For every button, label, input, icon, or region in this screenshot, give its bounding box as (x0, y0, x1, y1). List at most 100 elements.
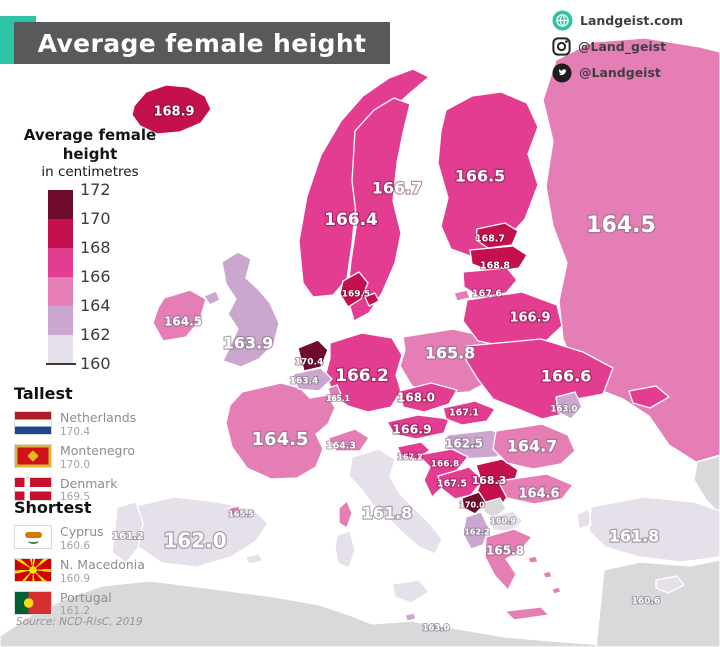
instagram-icon (552, 37, 571, 56)
social-links: Landgeist.com @Land_geist @Landgeist (552, 10, 712, 83)
value-label-turkey: 161.8 (609, 527, 660, 546)
value-label-luxembourg: 165.1 (326, 394, 350, 403)
country-name: Cyprus (60, 524, 104, 539)
legend-tick-172: 172 (80, 180, 111, 199)
value-label-russia: 164.5 (586, 213, 656, 238)
list-item: Denmark 169.5 (14, 475, 184, 504)
legend-swatch-2 (48, 248, 73, 277)
social-website: Landgeist.com (552, 10, 712, 31)
value-label-cyprus: 160.6 (632, 597, 660, 607)
country-denmark (339, 271, 380, 308)
value-label-hungary: 162.5 (445, 437, 483, 451)
country-andorra (228, 505, 242, 516)
value-label-uk: 163.9 (223, 334, 274, 353)
legend-tick-line (46, 363, 76, 365)
country-hungary (445, 429, 509, 460)
value-label-malta: 163.0 (423, 624, 450, 634)
legend-tick-170: 170 (80, 209, 111, 228)
country-romania (492, 423, 576, 470)
list-item: N. Macedonia 160.9 (14, 556, 184, 585)
legend-swatch-4 (48, 306, 73, 335)
netherlands-flag (14, 411, 52, 435)
twitter-label: @Landgeist (579, 65, 661, 80)
value-label-denmark: 169.5 (342, 290, 370, 300)
value-label-sweden: 166.7 (372, 179, 423, 198)
legend-title-line2: height (62, 144, 118, 163)
country-sweden (346, 97, 411, 322)
list-item: Portugal 161.2 (14, 589, 184, 617)
country-austria (386, 414, 450, 440)
country-name: Portugal (60, 589, 112, 605)
country-ireland (152, 289, 207, 342)
n-macedonia-flag (14, 557, 52, 582)
country-kosovo (482, 497, 507, 519)
country-montenegro (461, 491, 487, 515)
country-name: Denmark (60, 475, 118, 491)
legend-swatch-1 (48, 219, 73, 248)
globe-icon (552, 10, 573, 31)
country-corsica (338, 500, 353, 529)
value-label-andorra: 165.5 (228, 510, 254, 519)
value-label-norway: 166.4 (324, 210, 378, 230)
country-name: Netherlands (60, 410, 137, 425)
value-label-bosnia: 167.5 (437, 479, 467, 490)
denmark-flag (14, 476, 52, 501)
value-label-poland: 165.8 (425, 344, 476, 363)
legend-swatch-5 (48, 335, 73, 364)
country-bulgaria (497, 473, 574, 505)
country-caucasus (693, 455, 720, 515)
website-label: Landgeist.com (580, 13, 684, 28)
legend-ticks: 172 170 168 166 164 162 160 (46, 180, 124, 373)
value-label-italy: 161.8 (362, 504, 413, 523)
value-label-switzerland: 164.3 (326, 441, 356, 452)
country-luxembourg (327, 384, 342, 399)
cyprus-flag (14, 525, 52, 549)
country-value: 160.6 (60, 539, 91, 552)
value-label-croatia: 166.8 (431, 460, 459, 470)
portugal-flag (14, 590, 52, 615)
value-label-france: 164.5 (252, 429, 309, 450)
value-label-latvia: 168.8 (480, 261, 510, 272)
value-label-slovakia: 167.1 (449, 408, 479, 419)
legend-swatch-3 (48, 277, 73, 306)
value-label-austria: 166.9 (392, 422, 432, 437)
legend-title-line1: Average female (23, 126, 157, 144)
value-label-germany: 166.2 (335, 366, 389, 386)
country-value: 169.5 (60, 491, 91, 504)
value-label-greece: 165.8 (486, 544, 524, 558)
country-latvia (469, 245, 528, 273)
legend-tick-164: 164 (80, 296, 111, 315)
country-russia (453, 37, 720, 463)
country-uk (203, 251, 280, 368)
country-moldova (555, 391, 583, 420)
value-label-belgium: 163.4 (290, 377, 318, 387)
country-slovakia (442, 400, 496, 426)
country-north_africa (0, 580, 611, 647)
country-albania (462, 511, 490, 550)
shortest-heading: Shortest (14, 498, 92, 517)
country-name: N. Macedonia (60, 556, 145, 572)
legend-tick-160: 160 (80, 354, 111, 373)
value-label-ireland: 164.5 (164, 315, 202, 329)
value-label-netherlands: 170.4 (295, 358, 323, 368)
value-label-spain: 162.0 (163, 529, 226, 553)
country-france (225, 382, 336, 480)
country-netherlands (297, 339, 329, 372)
country-turkey (576, 496, 720, 563)
value-label-ukraine: 166.6 (541, 367, 592, 386)
value-label-belarus: 166.9 (509, 311, 550, 326)
country-n_macedonia (489, 510, 524, 533)
value-label-iceland: 168.9 (153, 105, 194, 120)
legend-tick-162: 162 (80, 325, 111, 344)
tallest-heading: Tallest (14, 384, 73, 403)
country-switzerland (327, 428, 370, 452)
country-iceland (131, 84, 212, 135)
title-banner: Average female height (14, 22, 390, 64)
montenegro-flag (14, 443, 52, 468)
country-estonia (475, 222, 519, 249)
country-name: Montenegro (60, 442, 136, 458)
value-label-moldova: 163.0 (551, 405, 578, 415)
value-label-romania: 164.7 (507, 437, 558, 456)
value-label-montenegro: 170.0 (459, 501, 485, 510)
